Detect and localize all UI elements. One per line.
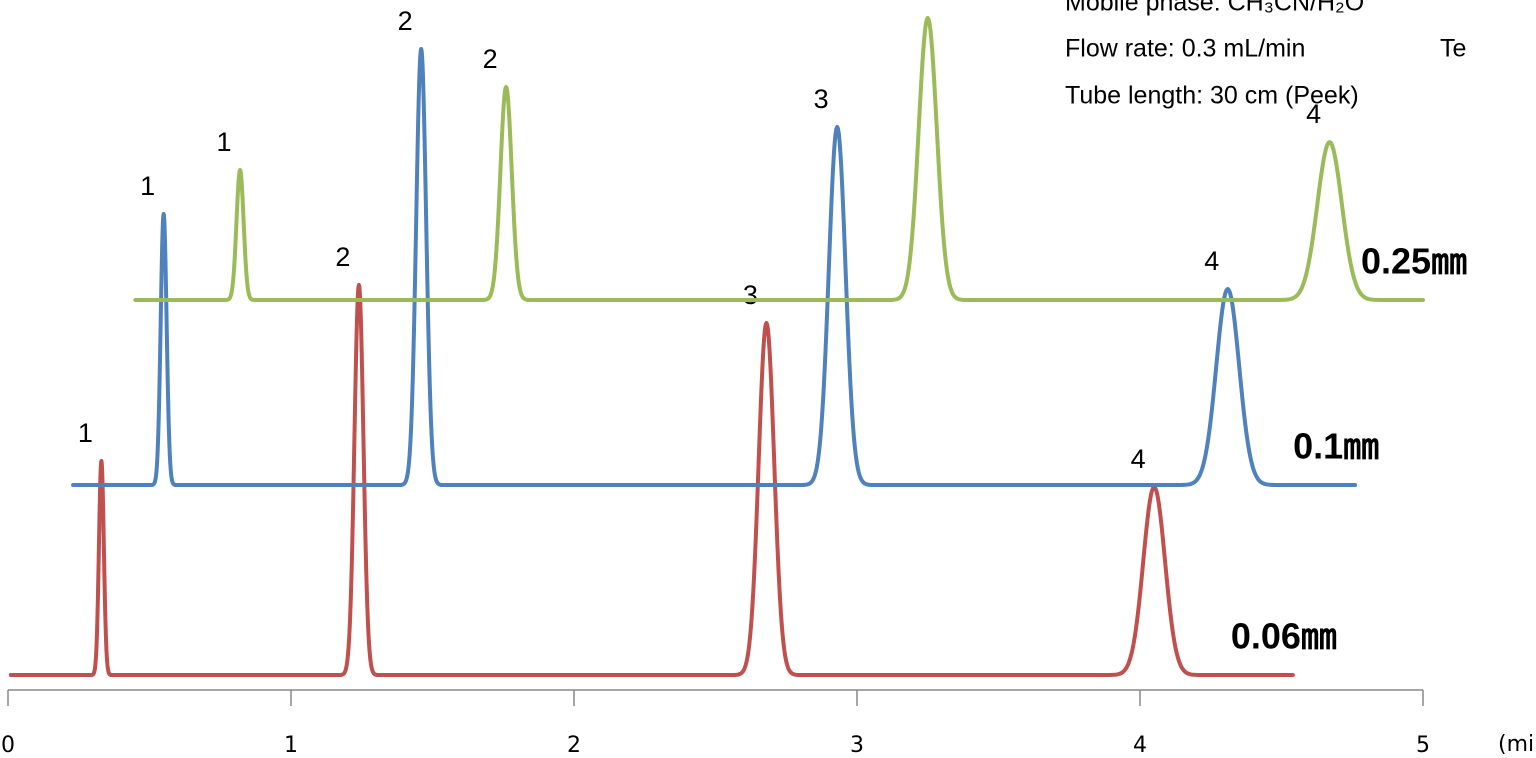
peak xyxy=(1179,287,1276,487)
x-tick-label: 3 xyxy=(850,733,864,758)
peak xyxy=(801,125,873,487)
peak xyxy=(481,85,531,302)
annotation: Mobile phase: CH₃CN/H₂O xyxy=(1065,0,1364,17)
annotation: Flow rate: 0.3 mL/min xyxy=(1065,35,1305,63)
series-label: 0.1㎜ xyxy=(1293,426,1379,467)
peak xyxy=(89,459,114,677)
peak-label: 4 xyxy=(1204,246,1219,276)
x-tick-label: 1 xyxy=(284,733,298,758)
peak xyxy=(338,283,379,677)
peak-label: 2 xyxy=(398,6,413,36)
peak xyxy=(733,321,800,677)
annotation: Te xyxy=(1440,35,1466,63)
peak xyxy=(223,168,257,302)
x-tick-label: 0 xyxy=(1,733,15,758)
x-tick-label: 2 xyxy=(567,733,581,758)
peak xyxy=(889,16,966,302)
series-label: 0.25㎜ xyxy=(1361,241,1467,282)
peak xyxy=(399,47,444,487)
annotation: Tube length: 30 cm (Peek) xyxy=(1065,82,1359,110)
x-tick-label: 5 xyxy=(1416,733,1430,758)
peak-label: 2 xyxy=(483,44,498,74)
peak-label: 1 xyxy=(78,418,93,448)
peak-label: 4 xyxy=(1131,444,1146,474)
peak-label: 1 xyxy=(140,171,155,201)
peak-label: 3 xyxy=(904,0,919,5)
peak-label: 3 xyxy=(814,84,829,114)
x-axis-label: (min) xyxy=(1498,732,1536,757)
peak-label: 1 xyxy=(217,127,232,157)
peak xyxy=(1278,140,1381,302)
series-label: 0.06㎜ xyxy=(1231,616,1337,657)
peak-label: 2 xyxy=(335,242,350,272)
peak-label: 4 xyxy=(1306,99,1321,129)
peak xyxy=(1108,485,1200,677)
x-tick-label: 4 xyxy=(1133,733,1147,758)
peak-label: 3 xyxy=(743,280,758,310)
peak xyxy=(149,212,178,487)
